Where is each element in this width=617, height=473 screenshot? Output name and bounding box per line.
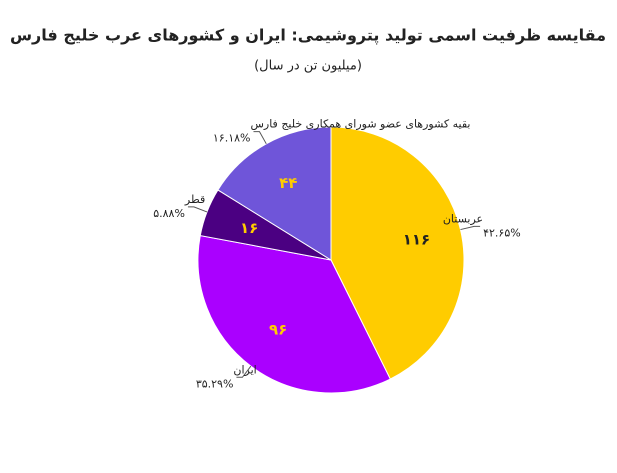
leader-line: [460, 225, 481, 231]
pie-slice: [217, 126, 332, 261]
category-label: عربستان: [443, 212, 483, 225]
percent-label: ۱۶.۱۸%: [213, 132, 251, 145]
pie-slice: [197, 234, 391, 394]
category-label: ایران: [233, 363, 256, 376]
chart-subtitle: (میلیون تن در سال): [254, 59, 362, 74]
percent-label: ۳۵.۲۹%: [196, 377, 234, 390]
leader-line: [187, 206, 208, 213]
percent-label: ۵.۸۸%: [153, 207, 185, 220]
value-label: ۹۶: [269, 321, 287, 339]
leader-line: [253, 131, 267, 145]
leader-line: [236, 365, 252, 378]
chart-title: مقایسه ظرفیت اسمی تولید پتروشیمی: ایران …: [10, 26, 606, 46]
percent-label: ۴۲.۶۵%: [483, 226, 521, 239]
value-label: ۴۴: [279, 174, 297, 192]
value-label: ۱۱۶: [403, 230, 430, 248]
value-label: ۱۶: [240, 219, 258, 237]
category-label: قطر: [184, 193, 205, 206]
category-label: بقیه کشورهای عضو شورای همکاری خلیج فارس: [250, 118, 470, 131]
